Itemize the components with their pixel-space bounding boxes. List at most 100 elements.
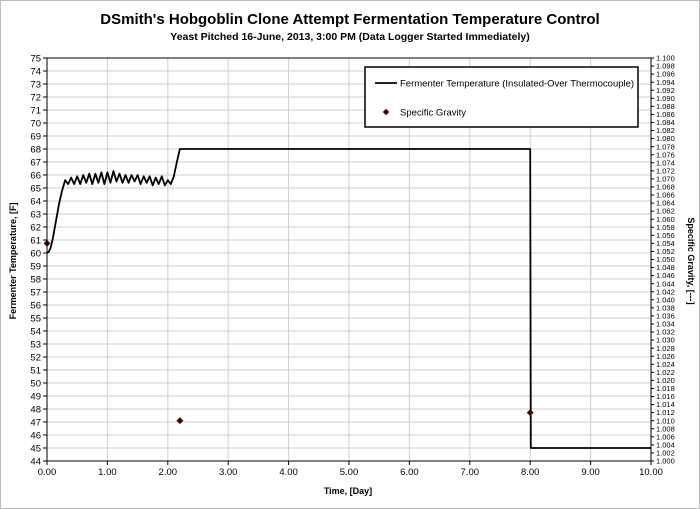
y-tick-label: 45 [30,443,41,454]
legend: Fermenter Temperature (Insulated-Over Th… [364,66,639,128]
legend-label-gravity: Specific Gravity [400,108,466,119]
y2-tick-label: 1.064 [656,199,675,208]
y2-tick-label: 1.092 [656,86,675,95]
y2-tick-label: 1.044 [656,279,675,288]
y2-tick-label: 1.002 [656,449,675,458]
y2-tick-label: 1.076 [656,150,675,159]
legend-label-temperature: Fermenter Temperature (Insulated-Over Th… [400,79,634,90]
y-tick-label: 46 [30,430,41,441]
y-tick-label: 66 [30,170,41,181]
y2-tick-label: 1.042 [656,287,675,296]
y2-tick-label: 1.068 [656,183,675,192]
y2-tick-label: 1.012 [656,408,675,417]
plot-area-border [46,57,652,462]
y2-tick-label: 1.022 [656,368,675,377]
x-tick-label: 9.00 [581,467,600,478]
y2-tick-label: 1.000 [656,457,675,466]
y-tick-label: 73 [30,79,41,90]
y-tick-label: 67 [30,157,41,168]
x-tick-label: 3.00 [219,467,238,478]
x-axis-label: Time, [Day] [324,486,372,496]
chart-subtitle: Yeast Pitched 16-June, 2013, 3:00 PM (Da… [170,31,529,43]
y-tick-label: 68 [30,144,41,155]
y2-tick-label: 1.032 [656,328,675,337]
y-tick-label: 58 [30,274,41,285]
y-tick-label: 55 [30,313,41,324]
y2-tick-label: 1.094 [656,78,675,87]
y-tick-label: 48 [30,404,41,415]
y2-tick-label: 1.014 [656,400,675,409]
x-tick-label: 1.00 [98,467,117,478]
y-tick-label: 61 [30,235,41,246]
y-tick-label: 70 [30,118,41,129]
y-tick-label: 65 [30,183,41,194]
y2-tick-label: 1.038 [656,303,675,312]
y-tick-label: 56 [30,300,41,311]
y-tick-label: 74 [30,66,41,77]
y2-tick-label: 1.096 [656,70,675,79]
y2-tick-label: 1.020 [656,376,675,385]
y-tick-label: 69 [30,131,41,142]
y2-axis-label: Specific Gravity, [---] [686,217,696,304]
y2-tick-label: 1.066 [656,191,675,200]
y-tick-label: 49 [30,391,41,402]
y2-tick-label: 1.048 [656,263,675,272]
y2-tick-label: 1.004 [656,440,675,449]
y2-tick-label: 1.100 [656,54,675,63]
y2-tick-label: 1.088 [656,102,675,111]
y-tick-label: 72 [30,92,41,103]
y2-tick-label: 1.010 [656,416,675,425]
y2-tick-label: 1.008 [656,424,675,433]
y2-tick-label: 1.030 [656,336,675,345]
y2-tick-label: 1.078 [656,142,675,151]
y2-tick-label: 1.018 [656,384,675,393]
legend-box [364,66,639,128]
temperature-series-line [46,148,651,449]
y2-tick-label: 1.028 [656,344,675,353]
chart-title: DSmith's Hobgoblin Clone Attempt Ferment… [100,11,599,28]
y-tick-label: 53 [30,339,41,350]
x-tick-label: 10.00 [639,467,663,478]
y-tick-label: 71 [30,105,41,116]
y-tick-label: 63 [30,209,41,220]
x-tick-label: 2.00 [159,467,178,478]
y2-tick-label: 1.056 [656,231,675,240]
x-tick-label: 4.00 [279,467,298,478]
y-tick-label: 52 [30,352,41,363]
y2-tick-label: 1.050 [656,255,675,264]
x-tick-label: 7.00 [461,467,480,478]
y-axis-label: Fermenter Temperature, [F] [8,203,18,320]
y2-tick-label: 1.060 [656,215,675,224]
y2-tick-label: 1.074 [656,158,675,167]
legend-diamond-swatch [382,108,390,116]
gravity-point [526,409,534,417]
y-tick-label: 60 [30,248,41,259]
y2-tick-label: 1.024 [656,360,675,369]
y2-tick-label: 1.026 [656,352,675,361]
y2-tick-label: 1.054 [656,239,675,248]
y-tick-label: 62 [30,222,41,233]
y2-tick-label: 1.062 [656,207,675,216]
y2-tick-label: 1.034 [656,320,675,329]
y2-tick-label: 1.072 [656,166,675,175]
x-tick-label: 8.00 [521,467,540,478]
y-tick-label: 57 [30,287,41,298]
y2-tick-label: 1.016 [656,392,675,401]
y2-tick-label: 1.058 [656,223,675,232]
y-tick-label: 50 [30,378,41,389]
y2-tick-label: 1.006 [656,432,675,441]
x-tick-label: 5.00 [340,467,359,478]
y-tick-label: 64 [30,196,41,207]
y-tick-label: 47 [30,417,41,428]
y-tick-label: 59 [30,261,41,272]
y2-tick-label: 1.080 [656,134,675,143]
x-tick-label: 6.00 [400,467,419,478]
axes: 44 45 46 47 48 49 50 51 52 53 54 55 56 57 58 59 60 61 62 63… [30,53,674,478]
y2-tick-label: 1.052 [656,247,675,256]
y2-tick-label: 1.036 [656,312,675,321]
y2-tick-label: 1.084 [656,118,675,127]
y2-tick-label: 1.082 [656,126,675,135]
y-tick-label: 54 [30,326,41,337]
